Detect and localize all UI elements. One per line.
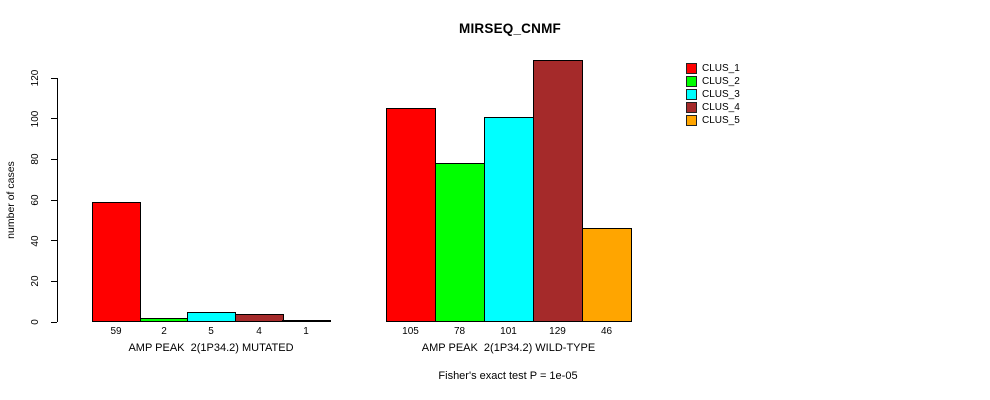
y-tick-label: 100 xyxy=(30,110,41,127)
y-tick-mark xyxy=(51,280,57,282)
bar-clus_4 xyxy=(533,60,583,322)
bar-value-label: 59 xyxy=(110,326,122,337)
bar-clus_5 xyxy=(282,320,331,322)
y-tick-mark xyxy=(51,321,57,323)
bar-clus_2 xyxy=(435,163,485,322)
bar-clus_2 xyxy=(140,318,189,322)
legend-row: CLUS_5 xyxy=(686,114,740,127)
legend: CLUS_1 CLUS_2 CLUS_3 CLUS_4 CLUS_5 xyxy=(686,62,740,127)
y-tick-mark xyxy=(51,77,57,79)
bar-value-label: 46 xyxy=(600,326,613,337)
legend-swatch-icon xyxy=(686,76,697,87)
y-tick-mark xyxy=(51,199,57,201)
y-tick-mark xyxy=(51,158,57,160)
bar-clus_3 xyxy=(187,312,236,322)
legend-row: CLUS_2 xyxy=(686,75,740,88)
y-tick-label: 120 xyxy=(30,69,41,87)
group-label: AMP PEAK 2(1P34.2) WILD-TYPE xyxy=(421,342,596,354)
bar-clus_3 xyxy=(484,117,534,322)
y-tick-mark xyxy=(51,240,57,242)
bar-value-label: 105 xyxy=(402,326,419,337)
bar-clus_5 xyxy=(582,228,632,322)
bar-clus_1 xyxy=(386,108,436,322)
legend-row: CLUS_3 xyxy=(686,88,740,101)
y-tick-label: 0 xyxy=(30,319,41,325)
legend-row: CLUS_1 xyxy=(686,62,740,75)
legend-swatch-icon xyxy=(686,89,697,100)
y-tick-mark xyxy=(51,118,57,120)
y-tick-label: 80 xyxy=(30,153,41,165)
bar-value-label: 101 xyxy=(500,326,517,337)
bar-value-label: 129 xyxy=(549,326,566,337)
legend-row: CLUS_4 xyxy=(686,101,740,114)
group-label: AMP PEAK 2(1P34.2) MUTATED xyxy=(128,342,294,354)
chart-title: MIRSEQ_CNMF xyxy=(459,21,561,36)
bar-clus_4 xyxy=(235,314,284,322)
legend-label: CLUS_5 xyxy=(702,115,740,126)
y-tick-label: 20 xyxy=(30,275,41,287)
bar-value-label: 1 xyxy=(303,326,309,337)
legend-swatch-icon xyxy=(686,102,697,113)
legend-label: CLUS_3 xyxy=(702,89,740,100)
legend-swatch-icon xyxy=(686,115,697,126)
y-tick-label: 60 xyxy=(30,194,41,206)
bar-clus_1 xyxy=(92,202,141,322)
bar-value-label: 5 xyxy=(208,326,214,337)
y-tick-label: 40 xyxy=(30,235,41,247)
legend-label: CLUS_4 xyxy=(702,102,740,113)
bar-value-label: 4 xyxy=(256,326,262,337)
bar-value-label: 2 xyxy=(161,326,167,337)
legend-swatch-icon xyxy=(686,63,697,74)
legend-label: CLUS_1 xyxy=(702,63,740,74)
legend-label: CLUS_2 xyxy=(702,76,740,87)
bar-value-label: 78 xyxy=(453,326,466,337)
y-axis-line xyxy=(57,78,58,322)
y-axis-title: number of cases xyxy=(5,161,17,239)
footer-annotation: Fisher's exact test P = 1e-05 xyxy=(438,370,578,382)
